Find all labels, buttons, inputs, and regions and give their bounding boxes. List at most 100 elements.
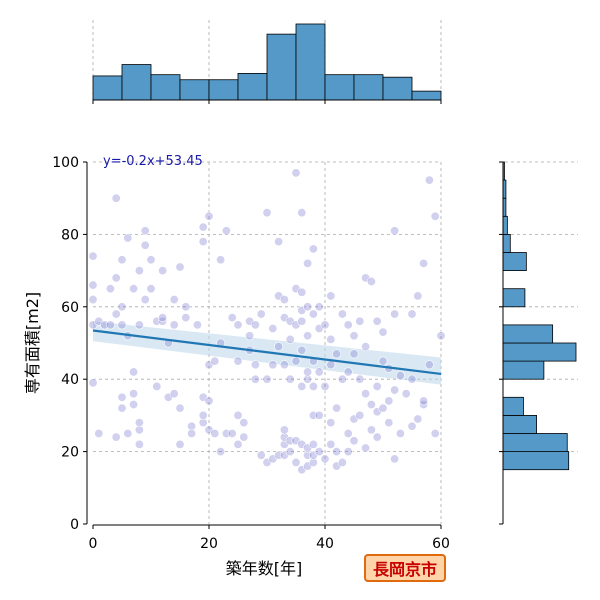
regression-equation: y=-0.2x+53.45 — [103, 154, 203, 169]
scatter-point — [158, 313, 168, 323]
scatter-point — [158, 266, 168, 276]
scatter-point — [297, 287, 307, 297]
scatter-point — [308, 381, 318, 391]
x-tick-label: 0 — [89, 536, 98, 552]
scatter-point — [198, 237, 208, 247]
scatter-point — [355, 316, 365, 326]
scatter-point — [88, 251, 98, 261]
scatter-point — [210, 428, 220, 438]
scatter-point — [297, 305, 307, 315]
right-hist-bar — [502, 233, 511, 253]
scatter-point — [291, 457, 301, 467]
scatter-point — [198, 410, 208, 420]
right-hist-bar — [502, 288, 526, 308]
scatter-point — [332, 447, 342, 457]
scatter-point — [204, 211, 214, 221]
scatter-point — [355, 374, 365, 384]
scatter-point — [88, 320, 98, 330]
top-hist-bar — [92, 75, 123, 101]
scatter-point — [279, 360, 289, 370]
scatter-point — [390, 226, 400, 236]
x-axis-title: 築年数[年] — [226, 559, 303, 578]
scatter-point — [308, 309, 318, 319]
scatter-point — [419, 396, 429, 406]
scatter-point — [303, 331, 313, 341]
scatter-point — [279, 313, 289, 323]
x-tick-label: 60 — [432, 536, 450, 552]
x-tick-label: 40 — [316, 536, 334, 552]
scatter-point — [256, 309, 266, 319]
scatter-point — [343, 447, 353, 457]
scatter-point — [204, 396, 214, 406]
y-tick-label: 100 — [52, 155, 79, 171]
scatter-point — [314, 410, 324, 420]
scatter-point — [303, 461, 313, 471]
scatter-point — [320, 320, 330, 330]
scatter-point — [285, 334, 295, 344]
scatter-point — [233, 356, 243, 366]
scatter-point — [430, 428, 440, 438]
scatter-point — [117, 392, 127, 402]
scatter-point — [134, 439, 144, 449]
top-hist-bar — [208, 79, 239, 101]
scatter-point — [419, 258, 429, 268]
scatter-point — [314, 302, 324, 312]
right-hist-bar — [502, 451, 570, 471]
top-hist-bar — [382, 76, 413, 101]
scatter-point — [285, 374, 295, 384]
scatter-point — [326, 291, 336, 301]
scatter-point — [274, 291, 284, 301]
scatter-point — [361, 273, 371, 283]
scatter-point — [268, 324, 278, 334]
scatter-point — [88, 295, 98, 305]
x-marginal-histogram — [92, 20, 442, 104]
right-hist-bar — [502, 433, 568, 453]
scatter-point — [314, 324, 324, 334]
right-hist-bar — [502, 414, 537, 434]
scatter-point — [175, 439, 185, 449]
scatter-point — [436, 331, 446, 341]
scatter-point — [384, 396, 394, 406]
scatter-point — [320, 454, 330, 464]
scatter-point — [378, 327, 388, 337]
scatter-point — [140, 226, 150, 236]
scatter-point — [129, 400, 139, 410]
scatter-point — [361, 443, 371, 453]
scatter-points — [88, 168, 446, 475]
scatter-point — [216, 255, 226, 265]
right-hist-bar — [502, 396, 524, 416]
scatter-point — [297, 439, 307, 449]
scatter-point — [181, 313, 191, 323]
scatter-point — [413, 291, 423, 301]
scatter-point — [390, 309, 400, 319]
scatter-point — [361, 342, 371, 352]
scatter-point — [94, 316, 104, 326]
scatter-point — [424, 360, 434, 370]
scatter-point — [390, 454, 400, 464]
top-hist-bar — [353, 74, 384, 101]
scatter-point — [413, 414, 423, 424]
scatter-point — [430, 211, 440, 221]
scatter-point — [332, 349, 342, 359]
scatter-point — [117, 302, 127, 312]
scatter-point — [366, 400, 376, 410]
scatter-point — [158, 316, 168, 326]
scatter-point — [285, 316, 295, 326]
scatter-point — [123, 428, 133, 438]
scatter-point — [372, 432, 382, 442]
top-hist-bar — [324, 74, 355, 101]
scatter-point — [303, 302, 313, 312]
scatter-point — [419, 400, 429, 410]
scatter-point — [372, 316, 382, 326]
scatter-point — [401, 389, 411, 399]
scatter-point — [181, 302, 191, 312]
top-hist-bar — [266, 33, 297, 101]
scatter-point — [320, 381, 330, 391]
scatter-point — [268, 360, 278, 370]
scatter-point — [152, 381, 162, 391]
y-tick-label: 80 — [61, 227, 79, 243]
right-hist-bar — [502, 252, 527, 272]
top-hist-bar — [150, 74, 181, 101]
top-hist-bar — [179, 79, 210, 101]
scatter-point — [123, 233, 133, 243]
